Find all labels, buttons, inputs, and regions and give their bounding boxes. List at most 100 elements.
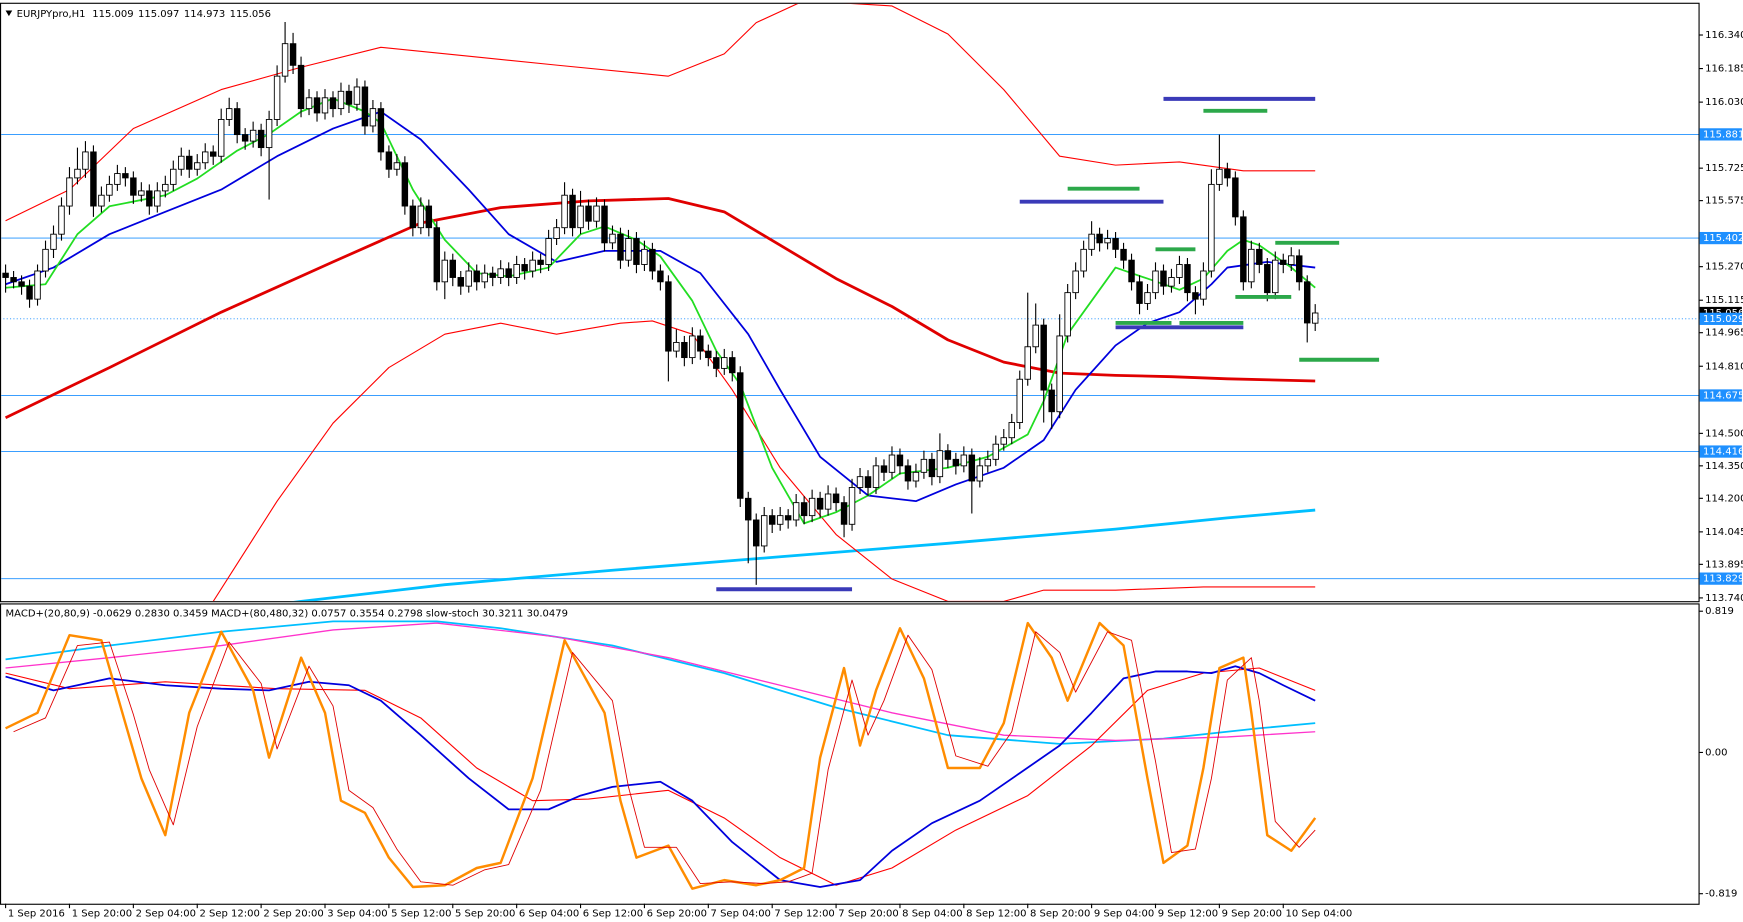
y-tick-label: 115.575	[1705, 196, 1743, 207]
candle-body	[1216, 168, 1223, 185]
candle-body	[457, 277, 464, 287]
menu-arrow[interactable]	[5, 10, 13, 17]
candle-body	[449, 259, 457, 278]
candle-body	[74, 168, 81, 179]
candle-body	[1128, 259, 1135, 283]
candle-body	[1288, 255, 1295, 265]
candle-body	[194, 162, 201, 170]
candle-body	[537, 259, 544, 265]
candle-body	[1296, 255, 1303, 283]
candle-body	[920, 458, 928, 473]
candle-body	[1064, 292, 1071, 337]
candle-body	[273, 75, 281, 120]
candle-body	[1184, 264, 1191, 294]
candle-body	[377, 108, 385, 153]
x-tick-label: 6 Sep 04:00	[519, 909, 579, 920]
candle-body	[521, 264, 528, 272]
hline-box	[1699, 231, 1742, 245]
candle-body	[872, 465, 880, 488]
hline-label: 115.402	[1703, 233, 1743, 244]
y-tick-label: 115.270	[1705, 262, 1743, 273]
x-tick-label: 1 Sep 2016	[8, 909, 65, 920]
candle-body	[1176, 264, 1183, 278]
candle-body	[2, 272, 9, 278]
candle-body	[130, 177, 137, 196]
candle-body	[752, 519, 760, 547]
y-tick-label: 0.00	[1705, 747, 1727, 758]
candle-body	[489, 272, 496, 278]
candle-body	[697, 335, 704, 352]
candle-body	[721, 357, 728, 369]
candle-body	[673, 341, 680, 352]
y-tick-label: 115.725	[1705, 163, 1743, 174]
candle-body	[417, 205, 425, 229]
open: 115.009	[92, 9, 133, 20]
y-tick-label: 114.965	[1705, 328, 1743, 339]
indicator-line	[4, 197, 1316, 419]
indicator-panel	[0, 603, 1700, 905]
candle-body	[114, 173, 121, 185]
hline-label: 114.675	[1703, 390, 1743, 401]
hline-label: 115.881	[1703, 129, 1743, 140]
candle-body	[1136, 281, 1143, 304]
candle-body	[745, 497, 752, 521]
candle-body	[936, 450, 944, 478]
candle-body	[1256, 248, 1263, 265]
candle-body	[297, 64, 305, 110]
candle-body	[689, 335, 696, 359]
x-tick-label: 2 Sep 20:00	[263, 909, 323, 920]
candle-body	[641, 248, 648, 265]
candle-body	[305, 97, 313, 110]
hline-box	[1699, 389, 1742, 402]
indicator-line	[5, 97, 1316, 525]
candle-body	[705, 350, 712, 359]
hline-label: 113.829	[1703, 574, 1743, 585]
candle-body	[66, 177, 73, 207]
candle-body	[441, 259, 449, 283]
symbol: EURJPYpro,H1	[17, 9, 86, 20]
candle-body	[106, 183, 113, 196]
indicator-line	[212, 320, 1316, 602]
x-tick-label: 2 Sep 04:00	[136, 909, 196, 920]
candle-body	[657, 270, 664, 283]
indicator-line	[5, 621, 1317, 890]
x-tick-label: 6 Sep 20:00	[647, 909, 707, 920]
y-tick-label: 115.115	[1705, 295, 1743, 306]
candle-body	[896, 454, 904, 467]
candle-body	[776, 515, 784, 525]
candle-body	[601, 205, 608, 244]
x-tick-label: 7 Sep 12:00	[774, 909, 834, 920]
candle-body	[425, 205, 433, 229]
y-tick-label: 114.200	[1705, 493, 1743, 504]
candle-body	[1056, 335, 1063, 413]
indicator-line	[292, 508, 1316, 602]
candle-body	[337, 90, 345, 110]
candle-body	[1096, 233, 1103, 244]
candle-body	[50, 233, 57, 250]
axes: 1 Sep 2016 1 Sep 20:00 2 Sep 04:00 2 Sep 12…	[5, 30, 1743, 920]
candle-body	[393, 162, 401, 170]
candle-body	[984, 458, 992, 467]
candle-body	[681, 341, 688, 359]
candle-body	[217, 119, 225, 157]
candle-body	[1104, 238, 1111, 244]
candle-body	[146, 190, 153, 207]
candle-body	[361, 86, 369, 127]
candle-body	[760, 515, 768, 547]
candle-body	[1208, 183, 1215, 272]
candle-body	[82, 151, 89, 170]
x-tick-label: 5 Sep 12:00	[391, 909, 451, 920]
candle-body	[928, 458, 936, 478]
candle-body	[960, 454, 968, 467]
y-tick-label: 116.185	[1705, 64, 1743, 75]
y-tick-label: 114.350	[1705, 461, 1743, 472]
x-tick-label: 9 Sep 04:00	[1094, 909, 1154, 920]
x-tick-label: 6 Sep 12:00	[583, 909, 643, 920]
candle-body	[1192, 292, 1199, 300]
candle-body	[385, 151, 393, 170]
candle-body	[912, 471, 920, 482]
x-tick-label: 7 Sep 04:00	[711, 909, 771, 920]
candle-body	[768, 515, 776, 525]
candle-body	[737, 372, 744, 499]
